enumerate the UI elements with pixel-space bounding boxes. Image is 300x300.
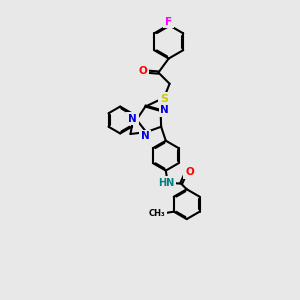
Text: O: O <box>139 66 147 76</box>
Text: N: N <box>141 131 150 141</box>
Text: N: N <box>128 114 137 124</box>
Text: HN: HN <box>158 178 174 188</box>
Text: S: S <box>160 94 168 104</box>
Text: O: O <box>185 167 194 177</box>
Text: N: N <box>160 105 169 115</box>
Text: F: F <box>165 16 172 27</box>
Text: CH₃: CH₃ <box>149 209 166 218</box>
